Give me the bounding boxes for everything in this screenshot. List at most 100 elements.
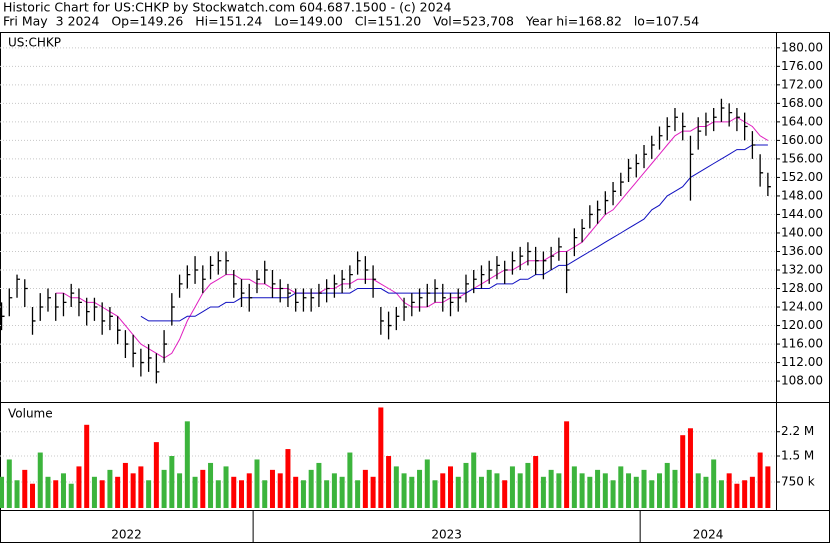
volume-bar [548, 469, 554, 508]
y-tick-label: 156.00 [781, 151, 823, 165]
price-bar [364, 256, 369, 284]
price-bar [627, 158, 632, 183]
volume-bar [540, 476, 546, 508]
volume-bar [153, 442, 159, 508]
volume-bar [409, 476, 415, 508]
y-tick-label: 160.00 [781, 133, 823, 147]
volume-bar [14, 480, 20, 508]
y-tick-label: 180.00 [781, 40, 823, 54]
y-tick-label: 172.00 [781, 77, 823, 91]
volume-bar [641, 469, 647, 508]
price-bar [535, 246, 539, 275]
y-tick-label: 120.00 [781, 318, 823, 332]
volume-bar [347, 452, 353, 508]
price-bar [682, 112, 686, 141]
price-bar [480, 265, 485, 289]
volume-bar [339, 476, 345, 508]
volume-bar [192, 476, 198, 508]
price-bar [589, 205, 593, 229]
price-bar [109, 307, 113, 331]
price-bar [171, 293, 175, 326]
price-bar [465, 274, 469, 303]
volume-bar [564, 421, 570, 508]
price-bar [117, 316, 121, 345]
price-bar [565, 251, 570, 294]
volume-bar [378, 407, 384, 508]
volume-bar [146, 480, 152, 508]
price-bar [8, 288, 13, 317]
price-bar [728, 103, 733, 127]
price-bar [411, 293, 415, 317]
price-bar [16, 274, 21, 298]
volume-bar [587, 476, 593, 508]
volume-bar [471, 452, 477, 508]
volume-bar [393, 466, 399, 508]
volume-bar [533, 456, 539, 508]
price-bar [47, 288, 51, 312]
volume-bar [308, 469, 314, 508]
price-bar [418, 288, 423, 312]
volume-bar [386, 456, 392, 508]
price-bar [434, 279, 439, 303]
volume-bar [571, 466, 577, 508]
volume-bar [99, 480, 105, 508]
price-bar [697, 117, 702, 150]
volume-bar [579, 473, 585, 508]
y-tick-label: 1.5 M [781, 449, 814, 463]
price-bar [178, 274, 183, 298]
volume-bar [517, 473, 523, 508]
volume-bar [6, 459, 12, 508]
price-bar [620, 172, 624, 196]
volume-bar [115, 476, 121, 508]
price-bar [264, 260, 268, 284]
volume-bar [509, 466, 515, 508]
price-bar [751, 131, 756, 159]
price-bar [496, 256, 500, 280]
price-bar [248, 283, 253, 312]
price-bar [279, 279, 284, 303]
volume-bar [455, 476, 461, 508]
price-bar [202, 265, 206, 294]
y-tick-label: 164.00 [781, 114, 823, 128]
price-bar [581, 219, 586, 243]
volume-bar [370, 476, 376, 508]
volume-bar [355, 480, 361, 508]
volume-bar [130, 473, 136, 508]
price-bar [356, 251, 361, 275]
volume-bar [618, 466, 624, 508]
volume-bar [169, 456, 175, 508]
volume-bar [494, 473, 500, 508]
volume-bar [107, 469, 113, 508]
price-bar [78, 288, 82, 317]
y-tick-label: 136.00 [781, 244, 823, 258]
volume-bar [401, 473, 407, 508]
volume-bar [208, 462, 214, 508]
price-bar [86, 297, 90, 326]
volume-bar [300, 480, 306, 508]
price-bar [31, 307, 36, 335]
volume-bar [595, 469, 601, 508]
volume-bar [37, 452, 43, 508]
price-bar [209, 256, 214, 280]
price-bar [194, 256, 199, 284]
volume-bar [626, 473, 632, 508]
volume-bar [215, 480, 221, 508]
price-bar [225, 251, 230, 275]
volume-bar [45, 476, 51, 508]
volume-bar [502, 480, 508, 508]
volume-bar [448, 466, 454, 508]
price-bar [689, 135, 694, 201]
price-bar [527, 242, 531, 266]
price-bar [302, 288, 307, 312]
volume-bar [734, 483, 740, 508]
price-bar [271, 270, 276, 298]
volume-bar [0, 476, 5, 508]
volume-bar [231, 476, 237, 508]
volume-bar [60, 473, 66, 508]
price-bar [155, 353, 160, 384]
price-bar [101, 302, 106, 335]
price-bar [326, 279, 330, 303]
volume-bar [649, 480, 655, 508]
y-tick-label: 148.00 [781, 188, 823, 202]
